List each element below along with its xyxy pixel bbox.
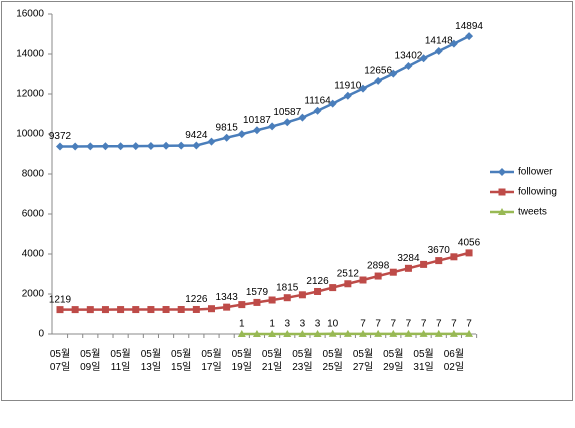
marker <box>390 269 397 276</box>
marker <box>360 277 367 284</box>
data-label: 11910 <box>334 80 362 91</box>
data-label: 2898 <box>367 261 390 272</box>
data-label: 1 <box>239 319 245 330</box>
data-label: 2512 <box>337 268 360 279</box>
data-label: 12656 <box>364 66 392 77</box>
data-label: 14148 <box>425 36 453 47</box>
y-tick-label: 12000 <box>16 89 44 100</box>
marker <box>238 301 245 308</box>
data-label: 3 <box>300 319 306 330</box>
marker <box>499 189 506 196</box>
data-label: 4056 <box>458 238 481 249</box>
y-tick-label: 16000 <box>16 9 44 20</box>
y-tick-label: 8000 <box>22 169 45 180</box>
data-label: 7 <box>406 319 412 330</box>
marker <box>466 249 473 256</box>
data-label: 3 <box>315 319 321 330</box>
y-tick-label: 10000 <box>16 129 44 140</box>
legend-label: follower <box>518 167 553 178</box>
marker <box>132 306 139 313</box>
marker <box>102 306 109 313</box>
marker <box>420 261 427 268</box>
marker <box>450 253 457 260</box>
marker <box>87 306 94 313</box>
marker <box>299 291 306 298</box>
marker <box>314 288 321 295</box>
y-tick-label: 0 <box>38 329 44 340</box>
data-label: 13402 <box>395 51 423 62</box>
marker <box>435 257 442 264</box>
data-label: 1 <box>269 319 275 330</box>
legend-label: following <box>518 187 557 198</box>
chart-border <box>2 2 573 401</box>
data-label: 7 <box>436 319 442 330</box>
data-label: 1343 <box>216 292 239 303</box>
marker <box>223 304 230 311</box>
data-label: 3670 <box>428 245 451 256</box>
data-label: 2126 <box>306 276 329 287</box>
data-label: 7 <box>375 319 381 330</box>
marker <box>329 284 336 291</box>
data-label: 9815 <box>216 122 239 133</box>
marker <box>269 297 276 304</box>
data-label: 7 <box>421 319 427 330</box>
data-label: 9372 <box>49 131 72 142</box>
marker <box>375 273 382 280</box>
marker <box>72 306 79 313</box>
data-label: 9424 <box>185 130 208 141</box>
data-label: 1579 <box>246 287 269 298</box>
marker <box>208 305 215 312</box>
marker <box>178 306 185 313</box>
marker <box>147 306 154 313</box>
marker <box>117 306 124 313</box>
y-tick-label: 2000 <box>22 289 45 300</box>
data-label: 7 <box>451 319 457 330</box>
legend-label: tweets <box>518 207 547 218</box>
marker <box>284 294 291 301</box>
data-label: 7 <box>391 319 397 330</box>
data-label: 11164 <box>304 95 331 106</box>
marker <box>405 265 412 272</box>
marker <box>344 280 351 287</box>
data-label: 1226 <box>185 294 208 305</box>
marker <box>57 306 64 313</box>
y-tick-label: 6000 <box>22 209 45 220</box>
data-label: 3284 <box>397 253 420 264</box>
data-label: 7 <box>360 319 366 330</box>
data-label: 1815 <box>276 282 299 293</box>
data-label: 14894 <box>455 21 483 32</box>
marker <box>253 299 260 306</box>
data-label: 10187 <box>243 115 271 126</box>
y-tick-label: 14000 <box>16 49 44 60</box>
data-label: 10 <box>327 318 339 329</box>
data-label: 10587 <box>273 107 301 118</box>
data-label: 7 <box>466 319 472 330</box>
y-tick-label: 4000 <box>22 249 45 260</box>
data-label: 3 <box>284 319 290 330</box>
marker <box>193 306 200 313</box>
marker <box>163 306 170 313</box>
data-label: 1219 <box>49 294 72 305</box>
